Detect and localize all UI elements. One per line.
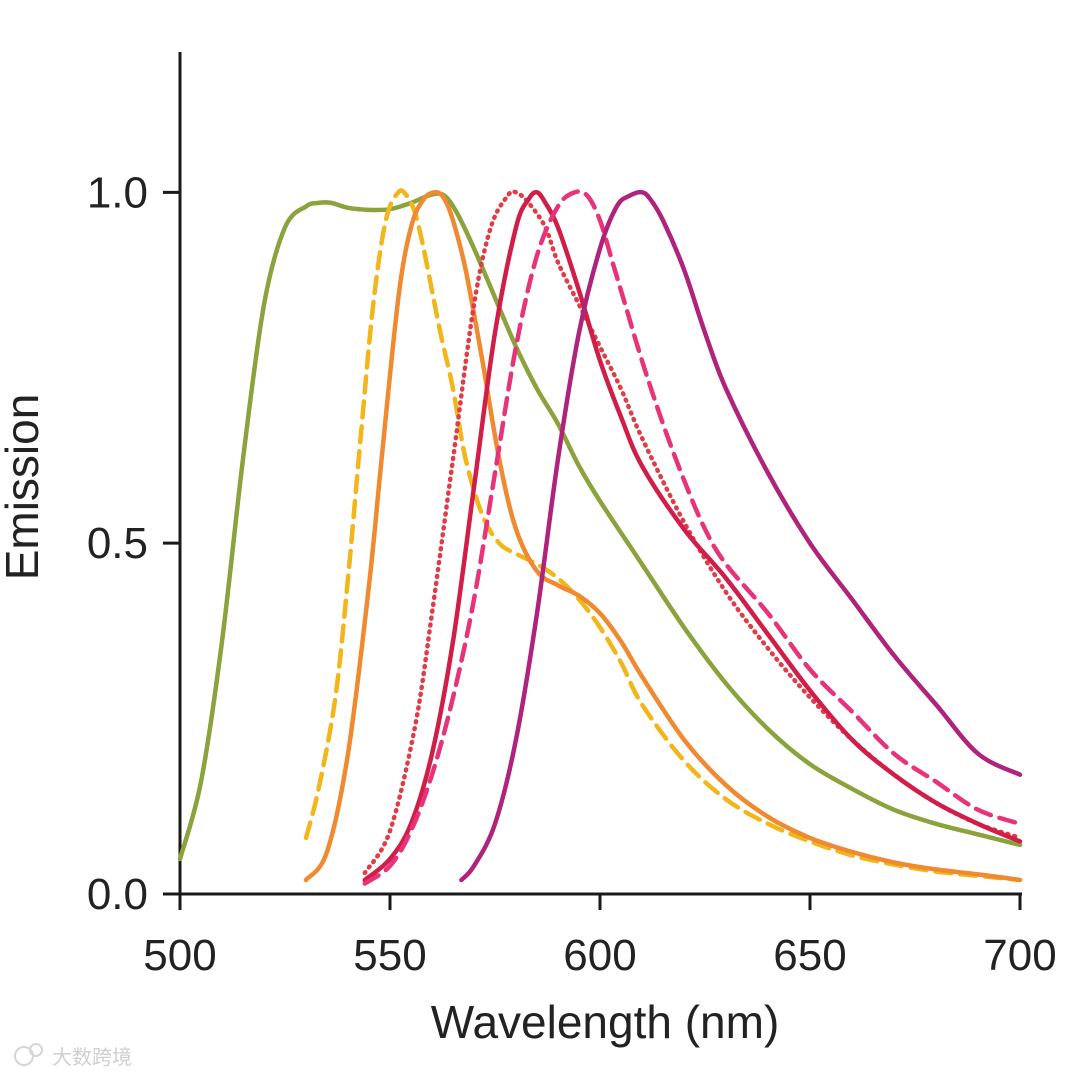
series-line-orange-solid xyxy=(303,190,1023,883)
x-axis-title: Wavelength (nm) xyxy=(431,996,780,1048)
x-tick-label: 650 xyxy=(773,931,846,980)
x-ticks: 500 550 600 650 700 xyxy=(143,894,1057,980)
svg-text:大数跨境: 大数跨境 xyxy=(52,1045,132,1069)
series-line-crimson-solid xyxy=(362,189,1023,883)
series-group xyxy=(177,188,1023,886)
series-line-green-solid xyxy=(177,191,1023,862)
y-ticks: 0.0 0.5 1.0 xyxy=(87,168,180,919)
x-tick-label: 700 xyxy=(983,931,1056,980)
watermark-logo: 大数跨境 xyxy=(14,1043,132,1069)
y-tick-label: 0.0 xyxy=(87,870,148,919)
y-tick-label: 0.5 xyxy=(87,519,148,568)
y-axis-title: Emission xyxy=(0,394,48,581)
series-line-yellow-dashed xyxy=(303,188,1023,883)
x-tick-label: 500 xyxy=(143,931,216,980)
axes xyxy=(163,52,1022,896)
x-tick-label: 600 xyxy=(563,931,636,980)
series-line-magenta-solid xyxy=(459,189,1023,883)
y-tick-label: 1.0 xyxy=(87,168,148,217)
x-tick-label: 550 xyxy=(353,931,426,980)
